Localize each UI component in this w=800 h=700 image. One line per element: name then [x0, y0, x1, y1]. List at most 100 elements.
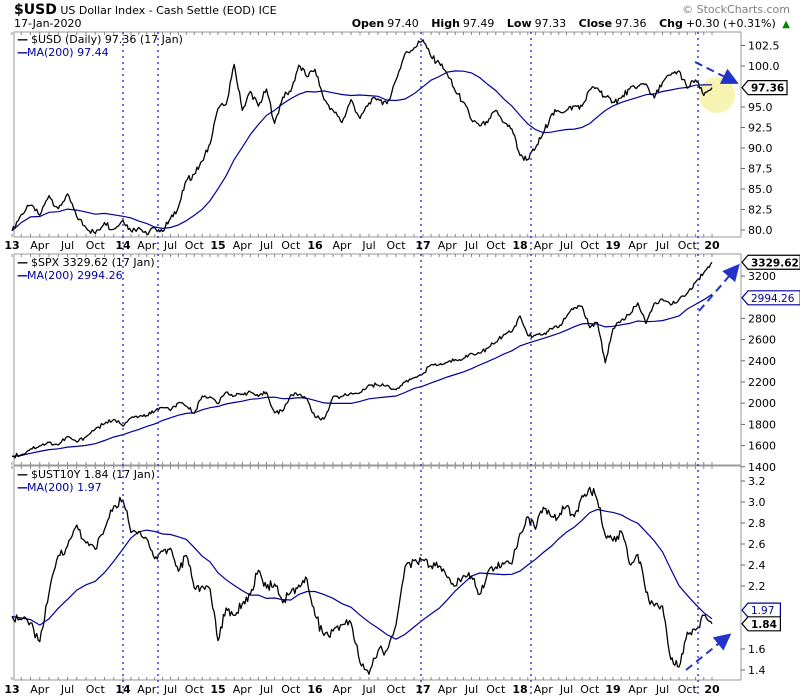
x-axis-bottom-label: Oct: [678, 683, 698, 696]
svg-text:1.84: 1.84: [751, 619, 777, 631]
x-axis-bottom-label: Oct: [580, 683, 600, 696]
spx-ma-swatch: —: [17, 269, 28, 282]
x-axis-bottom-label: Jul: [163, 683, 177, 696]
spx-ytick-label: 1800: [748, 418, 776, 431]
x-axis-bottom-label: Oct: [486, 683, 506, 696]
ust10y-legend-price: $UST10Y 1.84 (17 Jan): [31, 468, 155, 481]
x-axis-top-label: 13: [4, 239, 19, 252]
ust10y-ma-label-box: 1.97: [741, 602, 781, 618]
ust10y-ytick-label: 2.2: [748, 580, 766, 593]
usd-legend-price: $USD (Daily) 97.36 (17 Jan): [31, 33, 183, 46]
x-axis-top-label: 15: [210, 239, 225, 252]
spx-price-label-box: 3329.62: [741, 254, 800, 270]
ust10y-legend-ma: MA(200) 1.97: [27, 481, 102, 494]
x-axis-top-label: Apr: [233, 239, 253, 252]
spx-arrow-annotation: [698, 263, 740, 312]
x-axis-top-label: 19: [605, 239, 620, 252]
x-axis-top-label: Oct: [486, 239, 506, 252]
x-axis-top-label: Jul: [163, 239, 177, 252]
x-axis-top-label: Apr: [30, 239, 50, 252]
x-axis-top-label: Apr: [438, 239, 458, 252]
x-axis-bottom-label: Jul: [655, 683, 669, 696]
x-axis-bottom-label: 17: [415, 683, 430, 696]
x-axis-bottom-label: 19: [605, 683, 620, 696]
x-axis-top-label: 16: [307, 239, 323, 252]
x-axis-top-label: Apr: [332, 239, 352, 252]
spx-ytick-label: 2200: [748, 376, 776, 389]
x-axis-top-label: Apr: [534, 239, 554, 252]
spx-ytick-label: 2800: [748, 312, 776, 325]
panel-ust10y-frame: [13, 465, 742, 681]
x-axis-top-label: Jul: [655, 239, 669, 252]
x-axis-bottom-label: Apr: [332, 683, 352, 696]
chart-header: $USD US Dollar Index - Cash Settle (EOD)…: [14, 2, 277, 18]
x-axis-bottom-label: Jul: [361, 683, 375, 696]
spx-price-swatch: —: [17, 256, 28, 269]
panel-spx-ticks: [11, 254, 745, 468]
x-axis-top-label: Jul: [259, 239, 273, 252]
x-axis-bottom-label: 14: [115, 683, 131, 696]
x-axis-top-label: 18: [512, 239, 527, 252]
chart-date: 17-Jan-2020: [14, 17, 82, 30]
usd-ytick-label: 85.0: [748, 183, 773, 196]
svg-text:2994.26: 2994.26: [751, 293, 795, 305]
x-axis-bottom-label: Oct: [86, 683, 106, 696]
x-axis-top-label: Oct: [678, 239, 698, 252]
ust10y-ytick-label: 2.6: [748, 538, 766, 551]
x-axis-top-label: Jul: [464, 239, 478, 252]
low-value: 97.33: [534, 17, 567, 30]
x-axis-bottom-label: Apr: [137, 683, 157, 696]
ust10y-ma-swatch: —: [17, 481, 28, 494]
spx-legend-ma: MA(200) 2994.26: [27, 269, 123, 282]
low-label: Low: [506, 17, 532, 30]
usd-price-line: [11, 39, 713, 235]
up-triangle-icon: ▲: [782, 19, 790, 30]
ust10y-ytick-label: 3.2: [748, 475, 766, 488]
x-axis-top-label: Oct: [580, 239, 600, 252]
x-axis-top-label: Oct: [281, 239, 301, 252]
spx-ma-label-box: 2994.26: [741, 290, 800, 306]
usd-highlight-circle: [699, 77, 735, 113]
svg-text:97.36: 97.36: [751, 83, 784, 95]
x-axis-top-label: Apr: [137, 239, 157, 252]
chart-title: US Dollar Index - Cash Settle (EOD) ICE: [60, 4, 277, 17]
x-axis-bottom-label: 16: [307, 683, 323, 696]
x-axis-bottom-label: 18: [512, 683, 527, 696]
x-axis-bottom-label: Jul: [464, 683, 478, 696]
panel-spx-frame: [13, 253, 742, 466]
ust10y-ytick-label: 3.0: [748, 496, 766, 509]
x-axis-bottom-label: 13: [4, 683, 19, 696]
copyright-label: © StockCharts.com: [682, 3, 790, 16]
usd-ytick-label: 95.0: [748, 101, 773, 114]
x-axis-bottom-label: Apr: [438, 683, 458, 696]
usd-ytick-label: 80.0: [748, 224, 773, 237]
usd-legend-ma: MA(200) 97.44: [27, 46, 109, 59]
close-label: Close: [578, 17, 613, 30]
x-axis-bottom-label: Jul: [559, 683, 573, 696]
ust10y-ytick-label: 1.4: [748, 664, 766, 677]
x-axis-top-label: 20: [704, 239, 720, 252]
ust10y-ytick-label: 2.4: [748, 559, 766, 572]
usd-ma-line: [11, 70, 713, 232]
usd-price-swatch: —: [17, 33, 28, 46]
x-axis-top-label: Oct: [386, 239, 406, 252]
ust10y-legend: — $UST10Y 1.84 (17 Jan) —MA(200) 1.97: [17, 468, 155, 494]
ust10y-arrow-annotation: [685, 633, 732, 671]
usd-ytick-label: 87.5: [748, 163, 773, 176]
ust10y-price-swatch: —: [17, 468, 28, 481]
spx-ytick-label: 2400: [748, 355, 776, 368]
spx-ytick-label: 1400: [748, 461, 776, 474]
x-axis-top-label: Jul: [60, 239, 74, 252]
x-axis-top-label: Oct: [86, 239, 106, 252]
x-axis-bottom-label: Jul: [259, 683, 273, 696]
high-value: 97.49: [462, 17, 495, 30]
ust10y-price-line: [11, 486, 713, 675]
x-axis-top-label: 17: [415, 239, 430, 252]
svg-text:3329.62: 3329.62: [751, 257, 799, 269]
x-axis-bottom-label: Apr: [30, 683, 50, 696]
usd-ytick-label: 92.5: [748, 122, 773, 135]
x-axis-bottom-label: Apr: [534, 683, 554, 696]
usd-ytick-label: 100.0: [748, 60, 780, 73]
open-label: Open: [351, 17, 385, 30]
